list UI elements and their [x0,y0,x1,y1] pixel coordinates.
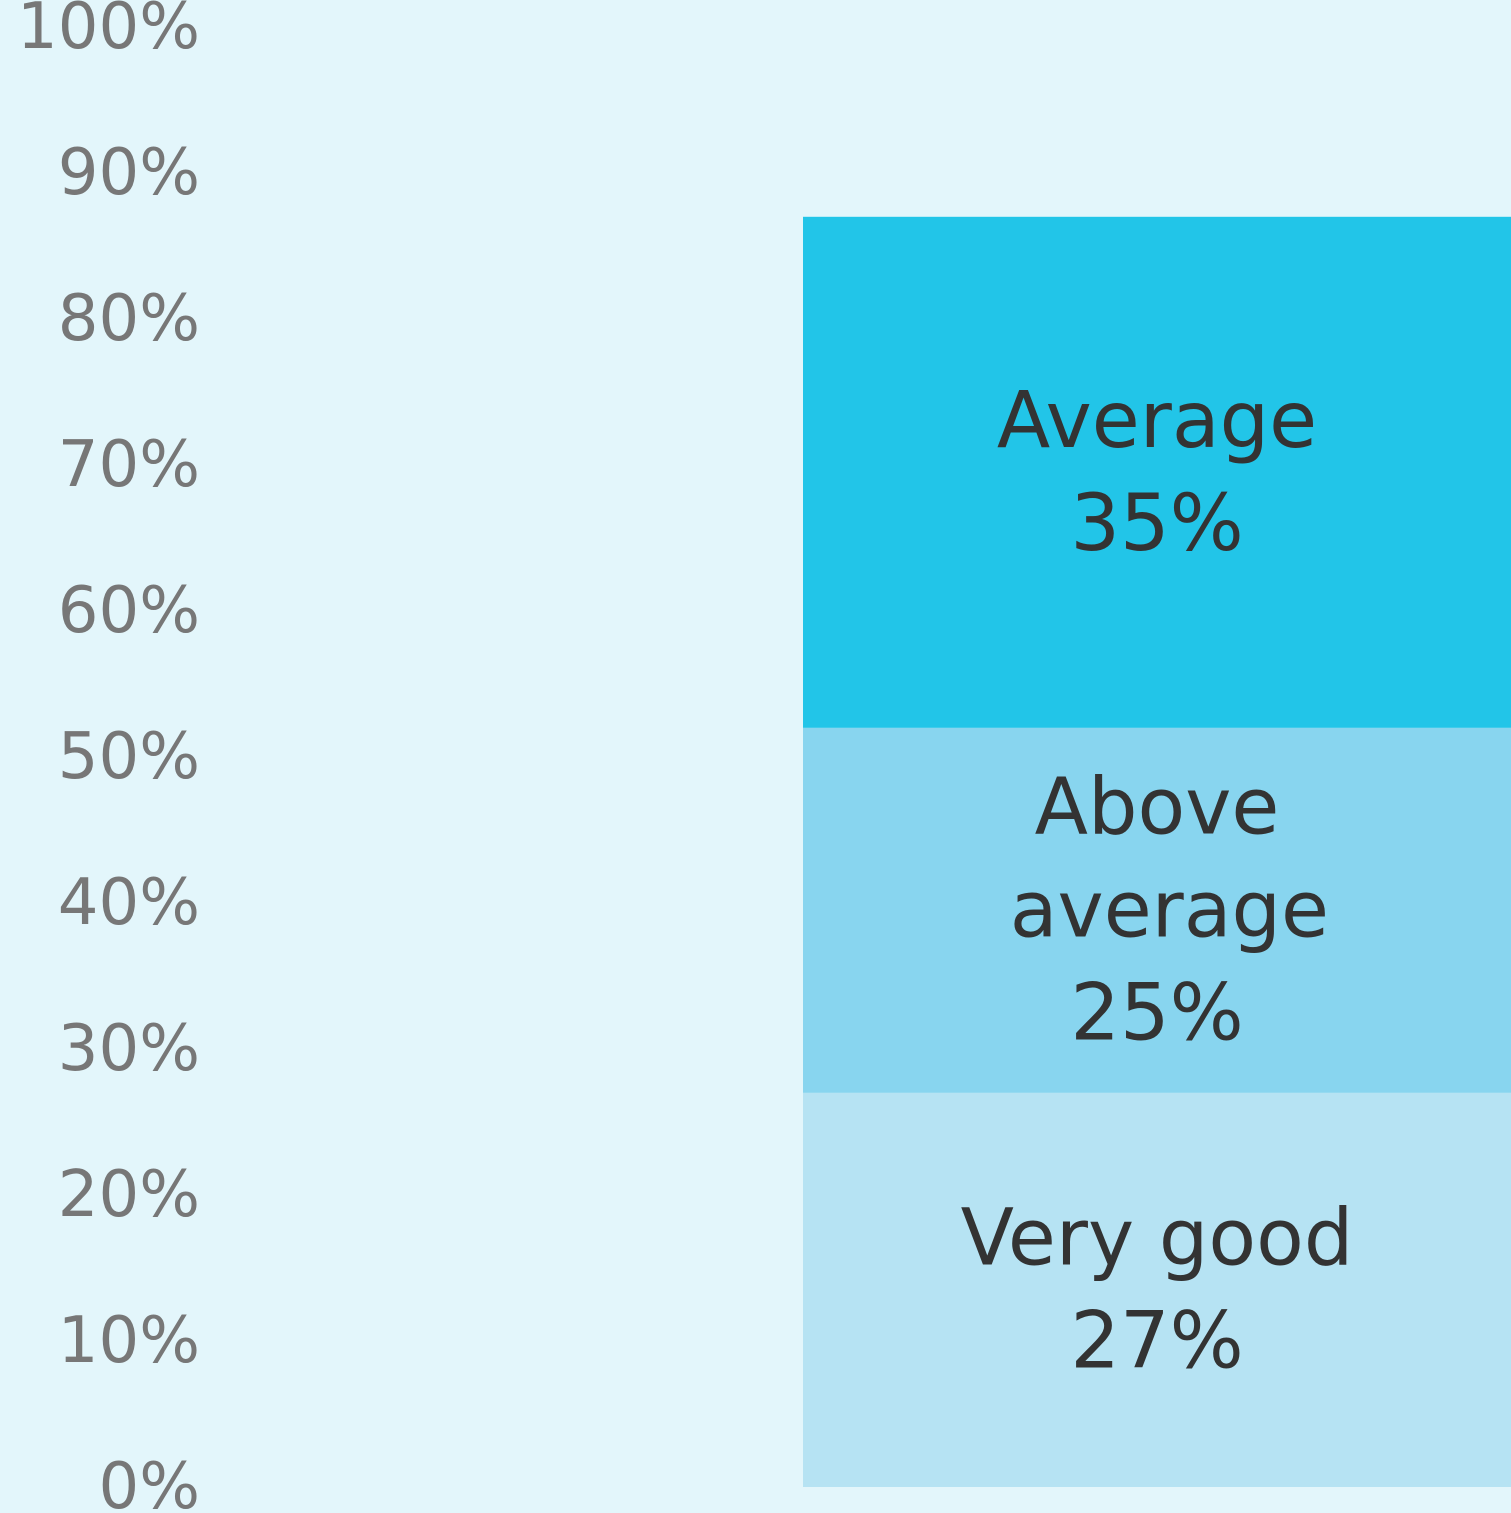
y-tick-label: 50% [58,720,200,794]
bar-segment [803,216,1511,728]
value-label: 27% [1070,1296,1243,1386]
y-tick-label: 20% [58,1158,200,1232]
value-label: 35% [1070,479,1243,569]
y-tick-label: 70% [58,428,200,502]
y-tick-label: 10% [58,1304,200,1378]
bar-segment [803,1092,1511,1487]
y-tick-label: 60% [58,574,200,648]
y-tick-label: 30% [58,1012,200,1086]
y-tick-label: 90% [58,136,200,210]
segment-name: Very good [961,1193,1354,1283]
y-tick-label: 40% [58,866,200,940]
segment-name: Average [997,376,1317,466]
bar-segment [803,727,1511,1093]
value-label: 25% [1070,968,1243,1058]
segment-name: Above average [985,762,1329,955]
y-tick-label: 0% [98,1450,200,1513]
y-tick-label: 80% [58,282,200,356]
y-tick-label: 100% [17,0,200,64]
